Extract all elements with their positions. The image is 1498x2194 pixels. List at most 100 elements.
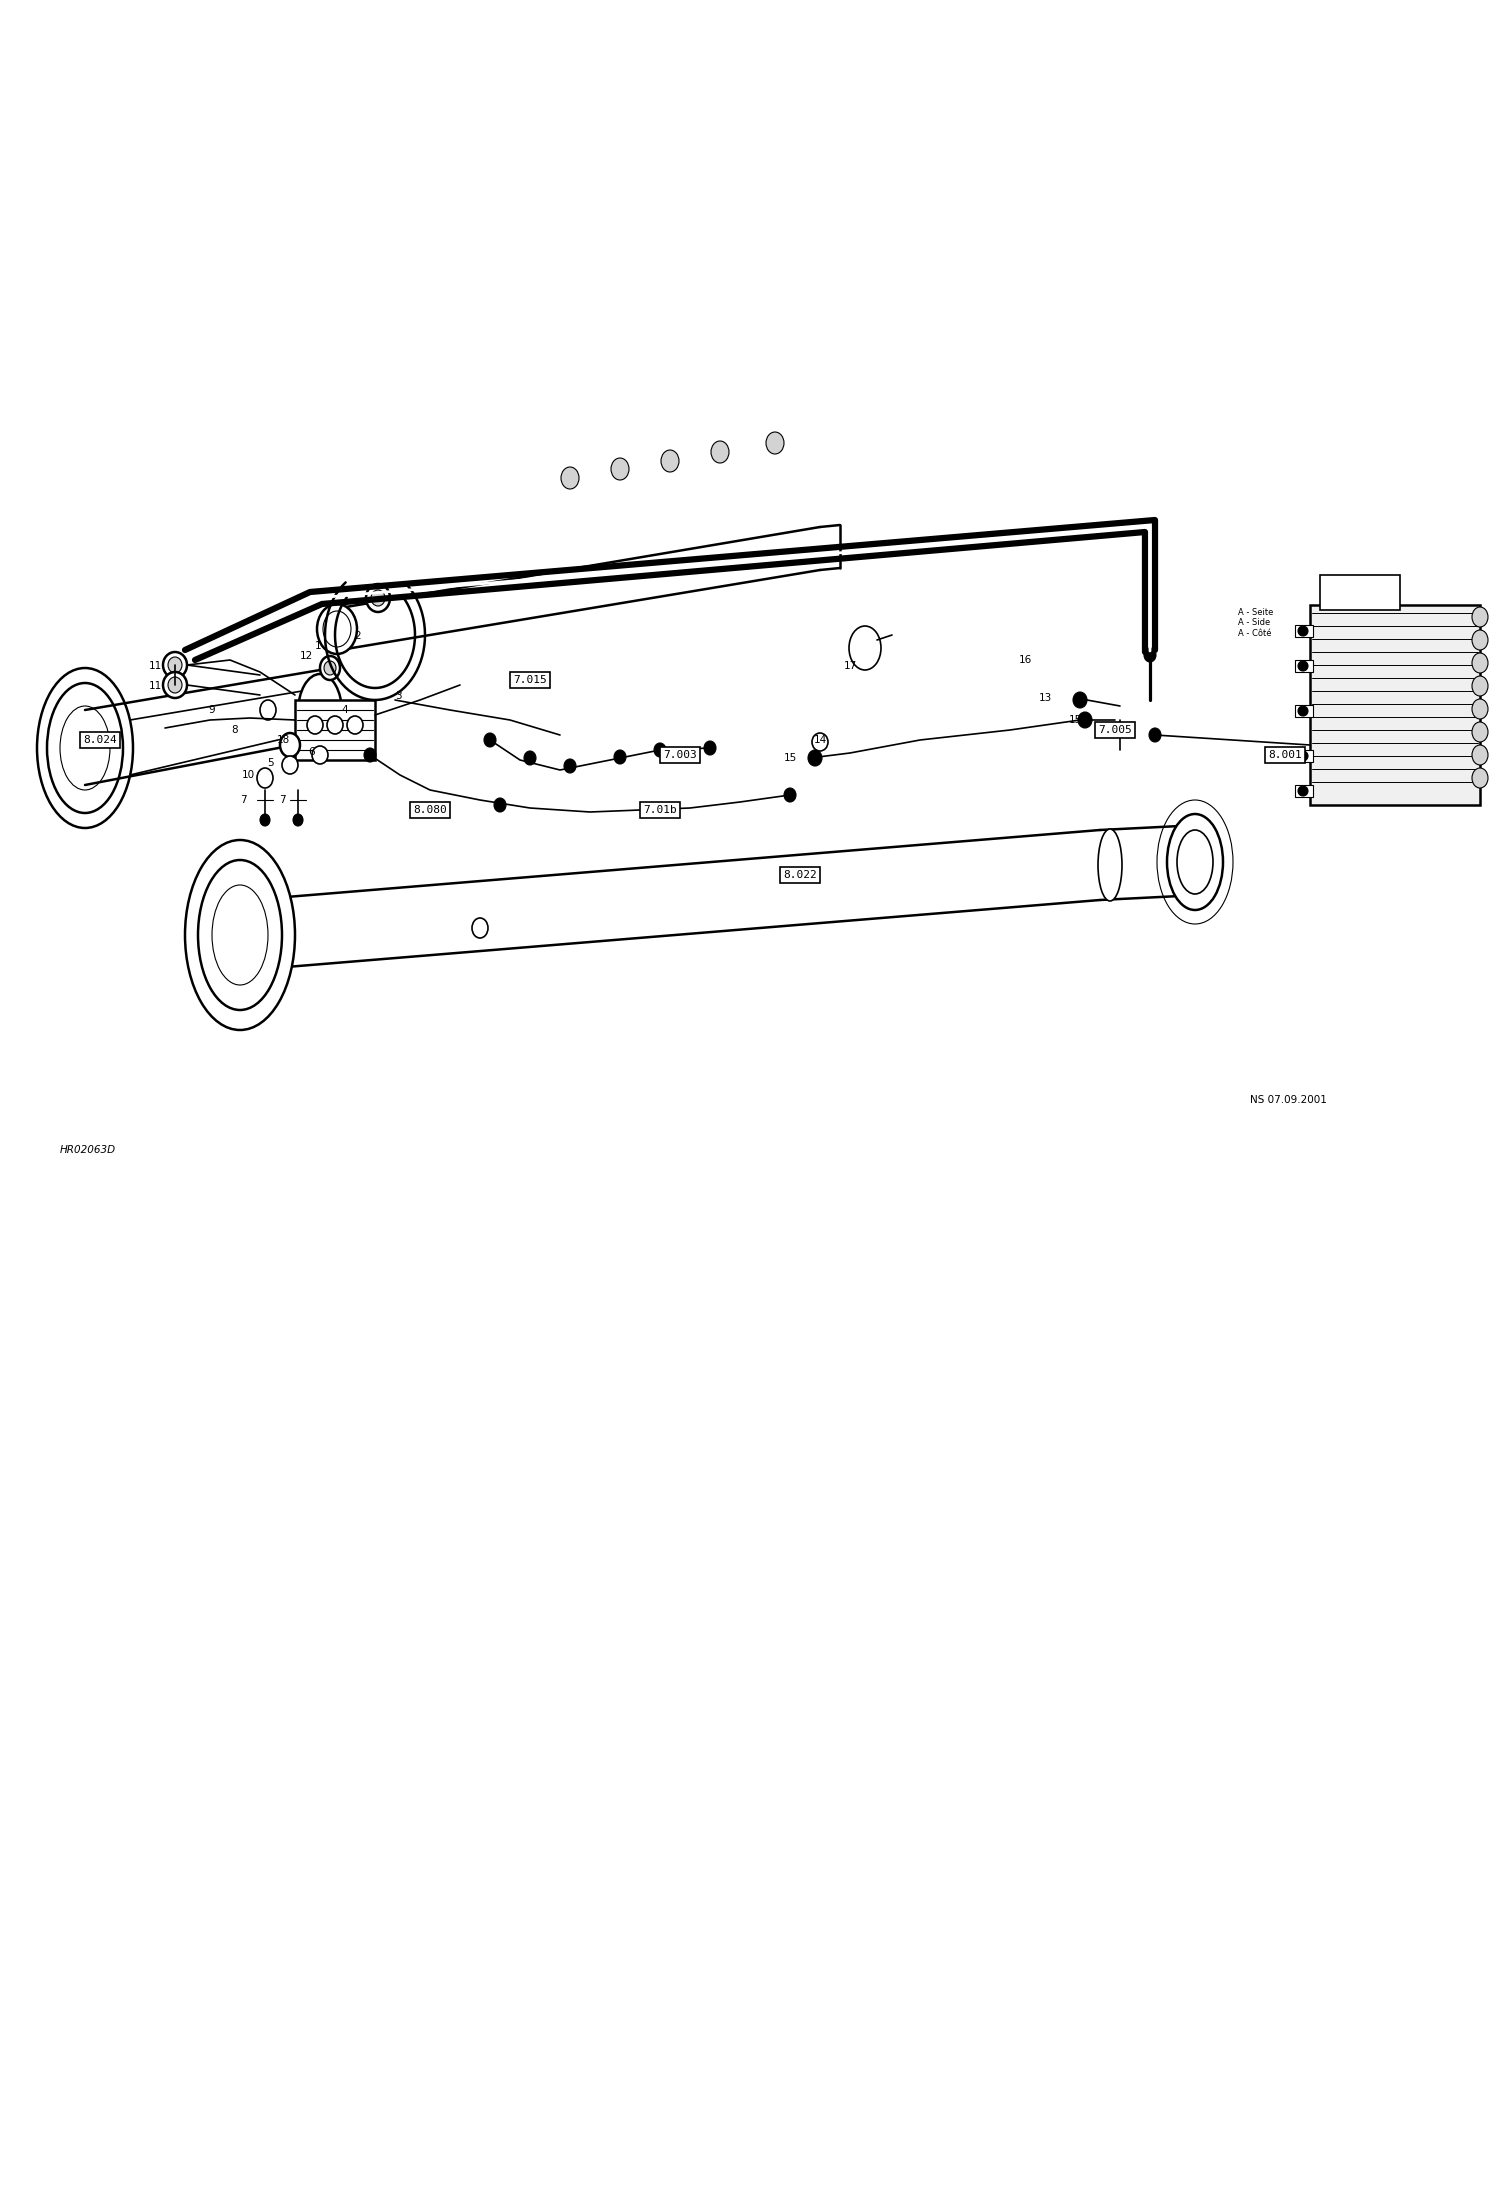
Ellipse shape xyxy=(1144,647,1156,663)
Ellipse shape xyxy=(366,584,389,612)
Ellipse shape xyxy=(198,860,282,1009)
Text: A - Seite
A - Side
A - Côté: A - Seite A - Side A - Côté xyxy=(1237,608,1273,638)
Ellipse shape xyxy=(1167,814,1222,911)
Ellipse shape xyxy=(294,814,303,825)
Text: 11: 11 xyxy=(148,660,162,671)
Ellipse shape xyxy=(1473,700,1488,720)
Ellipse shape xyxy=(1079,713,1092,728)
Ellipse shape xyxy=(644,803,656,816)
Ellipse shape xyxy=(812,733,828,750)
Text: 12: 12 xyxy=(300,652,313,660)
Bar xyxy=(295,700,374,759)
Ellipse shape xyxy=(37,667,133,827)
Bar xyxy=(1309,606,1480,805)
Ellipse shape xyxy=(46,682,123,814)
Ellipse shape xyxy=(655,744,667,757)
Text: 8.080: 8.080 xyxy=(413,805,446,814)
Ellipse shape xyxy=(168,678,181,693)
Ellipse shape xyxy=(364,748,376,761)
Text: 15: 15 xyxy=(1068,715,1082,724)
Ellipse shape xyxy=(765,432,783,454)
Ellipse shape xyxy=(494,799,506,812)
Ellipse shape xyxy=(1473,768,1488,788)
Ellipse shape xyxy=(280,733,300,757)
Ellipse shape xyxy=(1473,676,1488,695)
Bar xyxy=(1294,785,1314,796)
Text: 13: 13 xyxy=(1038,693,1052,702)
Text: 11: 11 xyxy=(148,680,162,691)
Ellipse shape xyxy=(1098,829,1122,902)
Ellipse shape xyxy=(1297,625,1308,636)
Text: HR02063D: HR02063D xyxy=(60,1145,117,1154)
Ellipse shape xyxy=(324,660,336,676)
Text: 9: 9 xyxy=(208,704,216,715)
Ellipse shape xyxy=(1473,630,1488,649)
Ellipse shape xyxy=(704,742,716,755)
Ellipse shape xyxy=(168,656,181,674)
Text: 16: 16 xyxy=(1019,656,1032,665)
Text: 10: 10 xyxy=(241,770,255,781)
Ellipse shape xyxy=(321,656,340,680)
Ellipse shape xyxy=(1473,722,1488,742)
Text: 18: 18 xyxy=(276,735,289,746)
Ellipse shape xyxy=(312,746,328,764)
Ellipse shape xyxy=(163,671,187,698)
Text: 2: 2 xyxy=(355,632,361,641)
Text: 6: 6 xyxy=(309,746,315,757)
Ellipse shape xyxy=(614,750,626,764)
Text: 7.015: 7.015 xyxy=(514,676,547,685)
Ellipse shape xyxy=(298,674,342,750)
Ellipse shape xyxy=(524,750,536,766)
Text: 8: 8 xyxy=(232,724,238,735)
Ellipse shape xyxy=(1297,660,1308,671)
Text: 17: 17 xyxy=(843,660,857,671)
Ellipse shape xyxy=(783,788,795,803)
Text: 7.01b: 7.01b xyxy=(643,805,677,814)
Ellipse shape xyxy=(1297,706,1308,715)
Text: 15: 15 xyxy=(783,753,797,764)
Text: 1: 1 xyxy=(315,641,321,652)
Bar xyxy=(1294,704,1314,717)
Ellipse shape xyxy=(484,733,496,746)
Ellipse shape xyxy=(565,759,577,772)
Text: NS 07.09.2001: NS 07.09.2001 xyxy=(1249,1095,1327,1106)
Bar xyxy=(1320,575,1401,610)
Text: 4: 4 xyxy=(342,704,349,715)
Ellipse shape xyxy=(712,441,730,463)
Text: 14: 14 xyxy=(813,735,827,746)
Text: 7.003: 7.003 xyxy=(664,750,697,759)
Ellipse shape xyxy=(560,467,580,489)
Ellipse shape xyxy=(348,715,363,735)
Text: 3: 3 xyxy=(394,691,401,702)
Ellipse shape xyxy=(261,814,270,825)
Ellipse shape xyxy=(318,603,357,654)
Ellipse shape xyxy=(1297,785,1308,796)
Text: 5: 5 xyxy=(267,757,273,768)
Bar xyxy=(1294,660,1314,671)
Ellipse shape xyxy=(1473,654,1488,674)
Text: 8.024: 8.024 xyxy=(82,735,117,746)
Ellipse shape xyxy=(1473,746,1488,766)
Ellipse shape xyxy=(327,715,343,735)
Ellipse shape xyxy=(258,768,273,788)
Bar xyxy=(1294,750,1314,761)
Ellipse shape xyxy=(807,750,822,766)
Text: 7.005: 7.005 xyxy=(1098,724,1132,735)
Ellipse shape xyxy=(1297,750,1308,761)
Text: 8.022: 8.022 xyxy=(783,871,816,880)
Ellipse shape xyxy=(261,700,276,720)
Ellipse shape xyxy=(282,757,298,774)
Text: 7: 7 xyxy=(240,794,246,805)
Text: 8.001: 8.001 xyxy=(1269,750,1302,759)
Ellipse shape xyxy=(1473,608,1488,627)
Ellipse shape xyxy=(472,917,488,939)
Ellipse shape xyxy=(661,450,679,472)
Ellipse shape xyxy=(1073,691,1088,709)
Ellipse shape xyxy=(1149,728,1161,742)
Text: 7: 7 xyxy=(279,794,285,805)
Ellipse shape xyxy=(611,459,629,480)
Ellipse shape xyxy=(163,652,187,678)
Bar xyxy=(1294,625,1314,636)
Ellipse shape xyxy=(372,590,385,606)
Ellipse shape xyxy=(307,715,324,735)
